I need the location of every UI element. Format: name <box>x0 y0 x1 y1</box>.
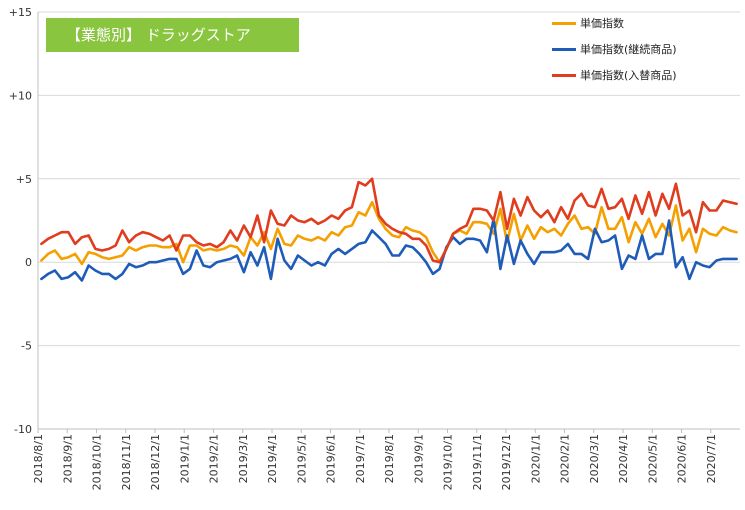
legend-item-replaced-products: 単価指数(入替商品) <box>552 66 677 92</box>
legend-swatch <box>552 21 576 25</box>
series-line-0 <box>40 200 738 266</box>
legend-label: 単価指数 <box>580 17 624 30</box>
x-tick-label: 2019/2/1 <box>208 434 221 483</box>
y-tick-labels: +15 +10 +5 0 -5 -10 <box>9 6 32 436</box>
series-lines <box>40 177 738 282</box>
y-tick-label: 0 <box>25 256 32 269</box>
y-tick-label: +10 <box>9 89 32 102</box>
x-tick-label: 2019/4/1 <box>266 434 279 483</box>
x-tick-label: 2019/10/1 <box>442 434 455 490</box>
legend-item-continuing-products: 単価指数(継続商品) <box>552 40 677 66</box>
x-tick-label: 2020/7/1 <box>705 434 718 483</box>
x-tick-label: 2020/5/1 <box>646 434 659 483</box>
x-tick-label: 2018/10/1 <box>91 434 104 490</box>
x-tick-label: 2019/3/1 <box>237 434 250 483</box>
series-line-2 <box>40 177 738 264</box>
x-tick-label: 2019/8/1 <box>383 434 396 483</box>
legend-swatch <box>552 73 576 77</box>
x-tick-label: 2020/3/1 <box>588 434 601 483</box>
series-line-1 <box>40 217 738 282</box>
chart-title: 【業態別】 ドラッグストア <box>46 18 299 52</box>
x-tick-label: 2019/9/1 <box>412 434 425 483</box>
legend-swatch <box>552 47 576 51</box>
x-tick-label: 2020/2/1 <box>559 434 572 483</box>
x-tick-label: 2020/4/1 <box>617 434 630 483</box>
legend: 単価指数 単価指数(継続商品) 単価指数(入替商品) <box>552 14 677 92</box>
x-tick-label: 2020/6/1 <box>676 434 689 483</box>
x-tick-label: 2019/12/1 <box>500 434 513 490</box>
x-tick-labels: 2018/8/1 2018/9/1 2018/10/1 2018/11/1 2018/1… <box>32 434 718 490</box>
x-tick-label: 2019/6/1 <box>325 434 338 483</box>
x-tick-label: 2019/7/1 <box>354 434 367 483</box>
x-tick-label: 2018/8/1 <box>32 434 45 483</box>
y-tick-label: +15 <box>9 6 32 19</box>
y-tick-label: -10 <box>14 423 32 436</box>
legend-item-price-index: 単価指数 <box>552 14 677 40</box>
axes <box>37 12 740 433</box>
legend-label: 単価指数(継続商品) <box>580 43 677 56</box>
x-tick-label: 2018/11/1 <box>120 434 133 490</box>
x-tick-label: 2019/5/1 <box>295 434 308 483</box>
x-tick-label: 2019/11/1 <box>471 434 484 490</box>
x-tick-label: 2019/1/1 <box>178 434 191 483</box>
x-tick-label: 2018/12/1 <box>149 434 162 490</box>
x-tick-label: 2020/1/1 <box>529 434 542 483</box>
legend-label: 単価指数(入替商品) <box>580 69 677 82</box>
y-tick-label: +5 <box>16 173 32 186</box>
y-tick-label: -5 <box>21 340 32 353</box>
x-tick-label: 2018/9/1 <box>61 434 74 483</box>
